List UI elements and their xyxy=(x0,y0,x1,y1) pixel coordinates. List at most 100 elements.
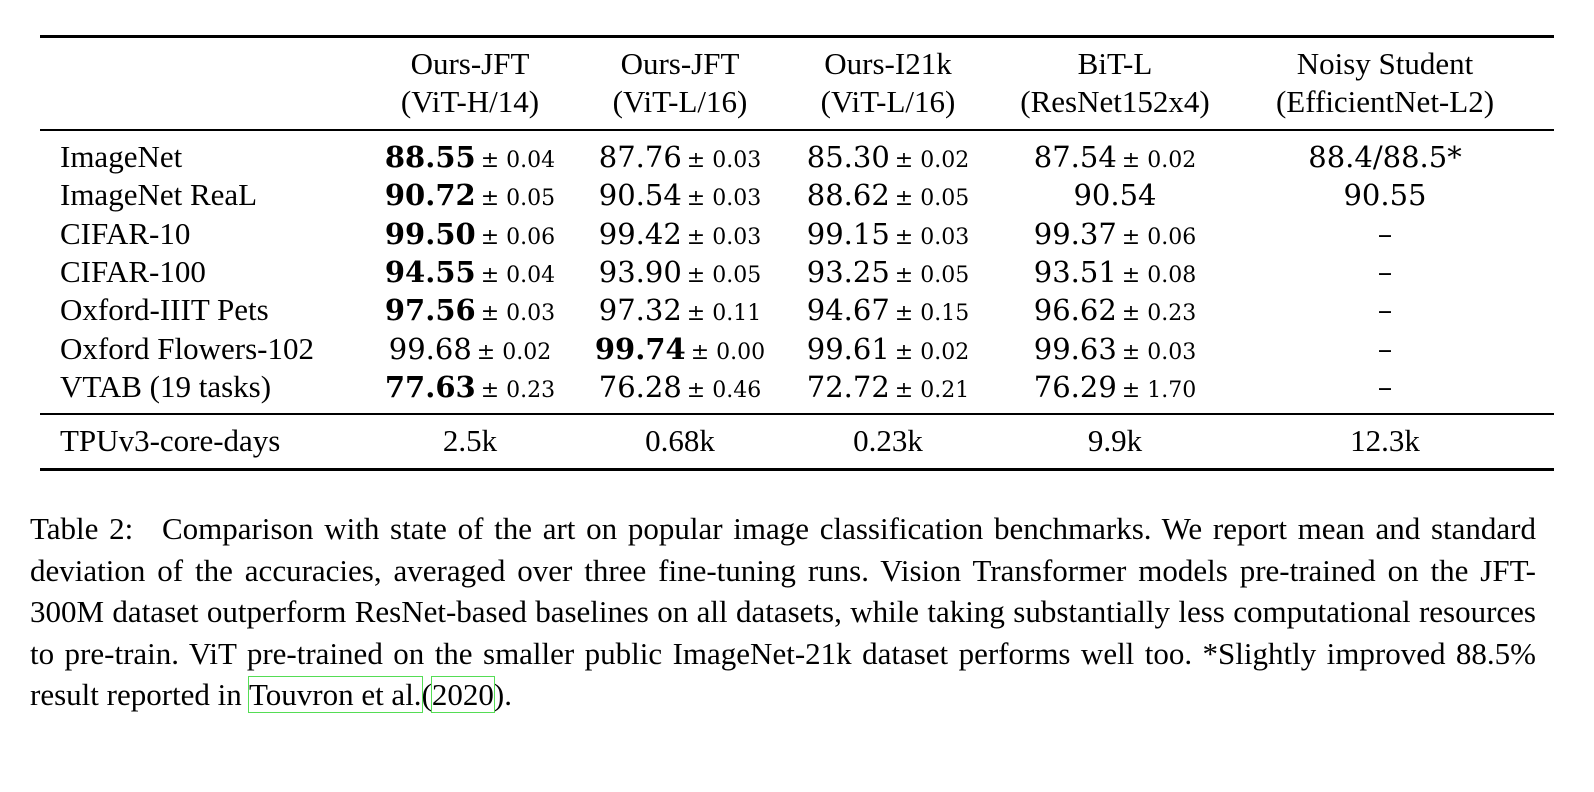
cell-std-dev: ± 0.03 xyxy=(480,301,556,327)
row-label: VTAB (19 tasks) xyxy=(60,368,272,404)
cell-std-dev: ± 0.23 xyxy=(480,377,556,403)
cell-value: 90.54 xyxy=(598,178,682,213)
table-cell: 90.54 xyxy=(995,177,1235,213)
cell-value: – xyxy=(1377,216,1393,251)
cell-std-dev: ± 0.02 xyxy=(894,339,970,365)
best-value: 90.72 xyxy=(384,178,476,213)
table-cell: – xyxy=(1250,292,1520,328)
column-header: Ours-JFT (ViT-H/14) xyxy=(370,45,570,121)
table-cell: 93.51 ± 0.08 xyxy=(995,254,1235,294)
table-cell: 77.63 ± 0.23 xyxy=(370,369,570,409)
cell-std-dev: ± 1.70 xyxy=(1121,377,1197,403)
table-cell: 94.67 ± 0.15 xyxy=(788,292,988,332)
table-cell: 99.37 ± 0.06 xyxy=(995,216,1235,256)
cell-std-dev: ± 0.03 xyxy=(686,224,762,250)
caption-label: Table 2: xyxy=(30,511,134,546)
table-cell: 90.54 ± 0.03 xyxy=(580,177,780,217)
table-cell: 94.55 ± 0.04 xyxy=(370,254,570,294)
cell-value: 93.90 xyxy=(598,254,682,289)
cell-std-dev: ± 0.06 xyxy=(1121,224,1197,250)
table-header-rule xyxy=(40,129,1554,131)
table-cell: 0.23k xyxy=(853,423,923,458)
cell-std-dev: ± 0.05 xyxy=(894,262,970,288)
table-cell: 87.76 ± 0.03 xyxy=(580,139,780,179)
table-cell: 85.30 ± 0.02 xyxy=(788,139,988,179)
column-header-line2: (ViT-L/16) xyxy=(820,84,956,119)
cell-value: 85.30 xyxy=(806,140,890,174)
table-cell: 99.63 ± 0.03 xyxy=(995,331,1235,371)
best-value: 97.56 xyxy=(384,293,476,328)
column-header: Noisy Student (EfficientNet-L2) xyxy=(1250,45,1520,121)
cell-value: 87.76 xyxy=(598,140,682,174)
cell-value: 87.54 xyxy=(1033,140,1117,174)
cell-std-dev: ± 0.02 xyxy=(894,148,970,173)
table-cell: 12.3k xyxy=(1350,423,1420,458)
cell-value: 76.29 xyxy=(1033,369,1117,404)
citation-close: ). xyxy=(493,677,512,712)
table-cell: 97.32 ± 0.11 xyxy=(580,292,780,332)
table-cell: 93.25 ± 0.05 xyxy=(788,254,988,294)
cell-std-dev: ± 0.04 xyxy=(480,262,556,288)
cell-value: 72.72 xyxy=(806,369,890,404)
table-cell: 93.90 ± 0.05 xyxy=(580,254,780,294)
cell-value: 96.62 xyxy=(1033,293,1117,328)
table-cell: 96.62 ± 0.23 xyxy=(995,292,1235,332)
table-cell: 99.74 ± 0.00 xyxy=(580,331,780,371)
best-value: 99.74 xyxy=(594,331,686,366)
cell-std-dev: ± 0.05 xyxy=(686,262,762,288)
column-header-line2: (ResNet152x4) xyxy=(1020,84,1210,119)
cell-std-dev: ± 0.08 xyxy=(1121,262,1197,288)
cell-std-dev: ± 0.15 xyxy=(894,301,970,327)
cell-value: 76.28 xyxy=(598,369,682,404)
cell-std-dev: ± 0.46 xyxy=(686,377,762,403)
table-cell: 90.55 xyxy=(1250,177,1520,213)
column-header-line1: Noisy Student xyxy=(1296,46,1474,81)
column-header-line2: (ViT-L/16) xyxy=(612,84,748,119)
cell-value: 99.68 xyxy=(388,331,472,366)
table-caption: Table 2: Comparison with state of the ar… xyxy=(30,508,1536,716)
cell-value: 99.15 xyxy=(806,216,890,251)
cell-value: 90.55 xyxy=(1343,178,1427,213)
table-cell: 99.50 ± 0.06 xyxy=(370,216,570,256)
table-cell: 0.68k xyxy=(645,423,715,458)
cell-value: 99.61 xyxy=(806,331,890,366)
row-label: CIFAR-10 xyxy=(60,215,191,251)
cell-value: 90.54 xyxy=(1073,178,1157,213)
row-label: CIFAR-100 xyxy=(60,253,206,289)
column-header-line1: Ours-I21k xyxy=(824,46,952,81)
table-cell: 90.72 ± 0.05 xyxy=(370,177,570,217)
table-cell: 76.29 ± 1.70 xyxy=(995,369,1235,409)
row-label: Oxford Flowers-102 xyxy=(60,330,314,366)
citation-author-link[interactable]: Touvron et al. xyxy=(247,676,423,713)
table-cell: 99.61 ± 0.02 xyxy=(788,331,988,371)
row-label: Oxford-IIIT Pets xyxy=(60,292,269,328)
cell-std-dev: ± 0.05 xyxy=(480,186,556,212)
table-body-rule xyxy=(40,413,1554,415)
table-cell: 2.5k xyxy=(442,423,498,458)
caption-text: Comparison with state of the art on popu… xyxy=(30,511,1536,712)
cell-std-dev: ± 0.00 xyxy=(690,339,766,365)
row-label: ImageNet ReaL xyxy=(60,177,258,213)
column-header: BiT-L (ResNet152x4) xyxy=(995,45,1235,121)
citation-year-link[interactable]: 2020 xyxy=(430,676,495,713)
best-value: 77.63 xyxy=(384,369,476,404)
cell-value: – xyxy=(1377,293,1393,328)
table-cell: 88.55 ± 0.04 xyxy=(370,139,570,179)
cell-value: 88.62 xyxy=(806,178,890,213)
cell-value: 99.63 xyxy=(1033,331,1117,366)
cell-std-dev: ± 0.04 xyxy=(480,148,556,173)
best-value: 94.55 xyxy=(384,254,476,289)
table-cell: – xyxy=(1250,331,1520,367)
table-cell: 88.62 ± 0.05 xyxy=(788,177,988,217)
table-cell: – xyxy=(1250,369,1520,405)
cell-value: – xyxy=(1377,331,1393,366)
cell-value: – xyxy=(1377,369,1393,404)
best-value: 99.50 xyxy=(384,216,476,251)
cell-value: 99.37 xyxy=(1033,216,1117,251)
column-header-line1: Ours-JFT xyxy=(410,46,530,81)
table-cell: 97.56 ± 0.03 xyxy=(370,292,570,332)
cell-value: – xyxy=(1377,254,1393,289)
table-top-rule xyxy=(40,35,1554,38)
cell-std-dev: ± 0.05 xyxy=(894,186,970,212)
cell-value: 97.32 xyxy=(598,293,682,328)
